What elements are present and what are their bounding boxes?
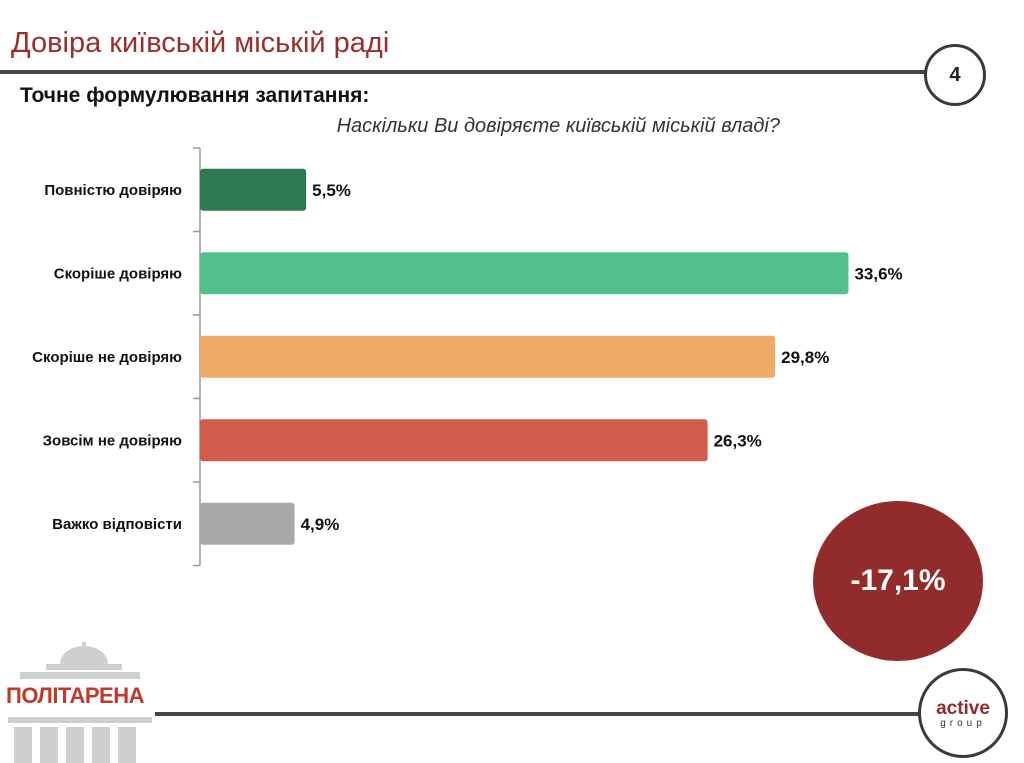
politarena-logo-building-icon — [8, 642, 152, 763]
bar — [200, 419, 708, 462]
bar — [200, 335, 776, 378]
politarena-logo-text: ПОЛІТАРЕНА — [6, 683, 145, 708]
page-number-badge: 4 — [924, 44, 986, 106]
bar — [200, 252, 849, 295]
value-label: 4,9% — [301, 515, 340, 534]
value-label: 5,5% — [312, 181, 351, 200]
value-label: 33,6% — [854, 264, 902, 283]
category-label: Важко відповісти — [52, 516, 182, 533]
bar — [200, 502, 295, 545]
page-title: Довіра київській міській раді — [11, 27, 390, 59]
question-text: Наскільки Ви довіряєте київській міській… — [336, 115, 780, 137]
value-label: 29,8% — [781, 348, 829, 367]
bar — [200, 168, 307, 211]
active-group-logo: active group — [918, 668, 1008, 758]
header-divider — [0, 70, 925, 74]
footer-divider — [155, 712, 925, 716]
value-label: 26,3% — [714, 431, 762, 450]
change-badge: -17,1% — [813, 501, 983, 661]
active-group-logo-sub: group — [940, 718, 986, 729]
active-group-logo-main: active — [936, 698, 990, 719]
category-label: Скоріше довіряю — [54, 265, 182, 282]
category-label: Зовсім не довіряю — [43, 432, 183, 449]
question-heading: Точне формулювання запитання: — [20, 84, 370, 107]
category-label: Повністю довіряю — [44, 182, 182, 199]
category-label: Скоріше не довіряю — [32, 349, 182, 366]
trust-bar-chart: Повністю довіряю 5,5% Скоріше довіряю 33,6%… — [32, 147, 903, 567]
